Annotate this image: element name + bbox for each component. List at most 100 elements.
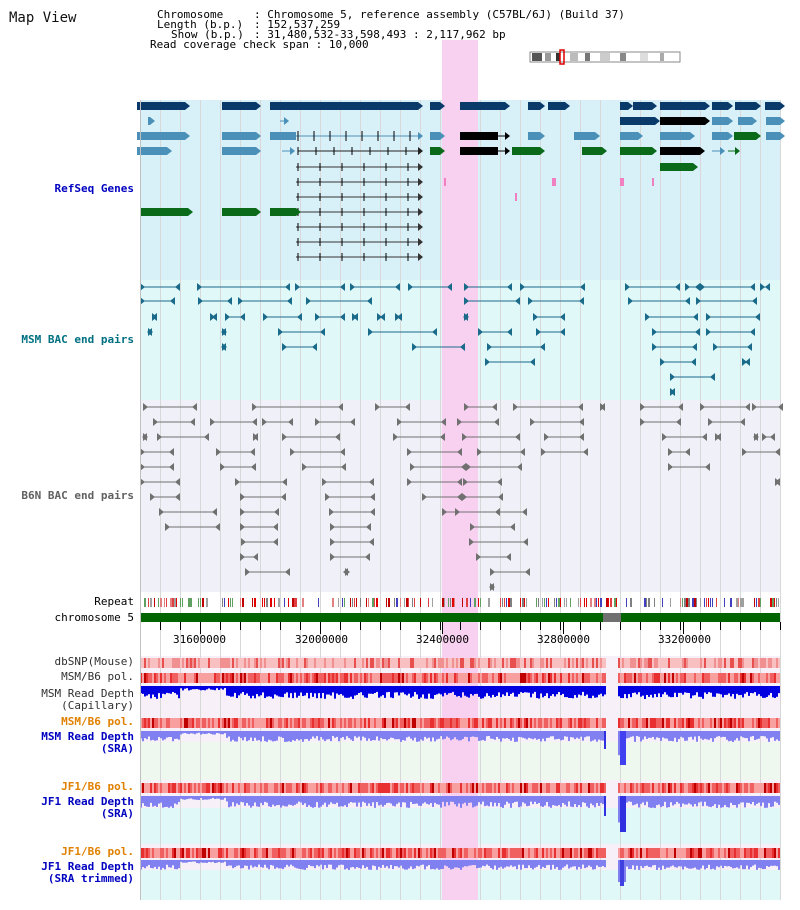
read-depth-bar [394, 686, 396, 693]
heat-cell [314, 718, 316, 728]
read-depth-bar [748, 686, 750, 696]
heat-cell [766, 783, 768, 793]
read-depth-bar [234, 860, 236, 868]
track-label-jf1-b6-pol-2[interactable]: JF1/B6 pol. [61, 845, 134, 858]
read-depth-bar [764, 686, 766, 698]
heat-cell [258, 658, 260, 668]
read-depth-bar [204, 860, 206, 863]
read-depth-bar [232, 796, 234, 803]
bac-end-left [640, 403, 645, 411]
read-depth-bar [668, 731, 670, 741]
track-label-jf1-depth-trim-1[interactable]: JF1 Read Depth [41, 860, 134, 873]
bac-end-left [706, 313, 711, 321]
read-depth-bar [432, 686, 434, 699]
track-label-jf1-depth-sra-1[interactable]: JF1 Read Depth [41, 795, 134, 808]
heat-cell [706, 848, 708, 858]
gene-exon [520, 147, 540, 155]
repeat-element [692, 598, 694, 607]
read-depth-bar [334, 860, 336, 870]
heat-cell [530, 658, 532, 668]
bac-end-right [288, 418, 293, 426]
track-label-msm-bac[interactable]: MSM BAC end pairs [21, 333, 134, 346]
track-label-msm-b6-pol-2[interactable]: MSM/B6 pol. [61, 715, 134, 728]
read-depth-bar [304, 686, 306, 696]
track-label-jf1-b6-pol-1[interactable]: JF1/B6 pol. [61, 780, 134, 793]
read-depth-bar [506, 796, 508, 802]
heat-cell [530, 783, 532, 793]
heat-cell [196, 658, 198, 668]
bac-end-left [513, 403, 518, 411]
heat-cell [412, 658, 414, 668]
heat-cell [192, 658, 194, 668]
read-depth-bar [560, 796, 562, 807]
bac-end-right [692, 343, 697, 351]
heat-cell [386, 848, 388, 858]
read-depth-bar [494, 686, 496, 697]
repeat-element [252, 598, 253, 607]
heat-cell [490, 673, 492, 683]
repeat-element [754, 598, 755, 607]
read-depth-bar [406, 686, 408, 696]
track-label-msm-depth-cap-1[interactable]: MSM Read Depth [41, 687, 134, 700]
read-depth-bar [352, 860, 354, 868]
heat-cell [770, 718, 772, 728]
read-depth-bar [558, 686, 560, 693]
read-depth-bar [772, 796, 774, 807]
track-label-refseq[interactable]: RefSeq Genes [54, 182, 134, 195]
bac-end-right [457, 448, 462, 456]
read-depth-bar [756, 686, 758, 696]
ideogram-band [660, 53, 664, 61]
heat-cell [294, 718, 296, 728]
heat-cell [448, 848, 450, 858]
track-label-b6n-bac[interactable]: B6N BAC end pairs [21, 489, 134, 502]
read-depth-bar [764, 860, 766, 869]
read-depth-bar [242, 686, 244, 692]
read-depth-bar [300, 686, 302, 693]
repeat-element [344, 598, 345, 607]
read-depth-bar [410, 686, 412, 698]
heat-cell [758, 718, 760, 728]
heat-cell [386, 658, 388, 668]
repeat-element [706, 598, 707, 607]
heat-cell [448, 718, 450, 728]
heat-cell [304, 658, 306, 668]
heat-cell [748, 718, 750, 728]
repeat-element [338, 598, 339, 607]
read-depth-bar [706, 796, 708, 806]
gene-arrow [565, 102, 570, 110]
read-depth-bar [722, 860, 724, 869]
heat-cell [148, 658, 150, 668]
heat-cell [660, 658, 662, 668]
repeat-element [478, 598, 479, 607]
repeat-element [198, 598, 199, 607]
heat-cell [324, 783, 326, 793]
track-label-msm-depth-sra-1[interactable]: MSM Read Depth [41, 730, 134, 743]
heat-cell [424, 718, 426, 728]
gene-exon [620, 147, 652, 155]
heat-cell [734, 658, 736, 668]
gene-exon [766, 117, 780, 125]
repeat-element [350, 598, 351, 607]
heat-cell [572, 848, 574, 858]
heat-cell [164, 718, 166, 728]
heat-cell [758, 673, 760, 683]
read-depth-bar [496, 731, 498, 737]
heat-cell [486, 783, 488, 793]
read-depth-bar [148, 686, 150, 695]
heat-cell [520, 718, 522, 728]
heat-cell [394, 848, 396, 858]
heat-cell [754, 673, 756, 683]
track-label-dbsnp[interactable]: dbSNP(Mouse) [54, 655, 134, 668]
repeat-element [278, 598, 280, 607]
read-depth-bar [206, 731, 208, 734]
read-depth-bar [640, 686, 642, 697]
read-depth-bar [404, 860, 406, 870]
heat-cell [256, 848, 258, 858]
heat-cell [242, 718, 244, 728]
track-label-msm-b6-pol-1[interactable]: MSM/B6 pol. [61, 670, 134, 683]
heat-cell [296, 783, 298, 793]
read-depth-bar [260, 731, 262, 742]
heat-cell [620, 718, 622, 728]
repeat-element [274, 598, 275, 607]
